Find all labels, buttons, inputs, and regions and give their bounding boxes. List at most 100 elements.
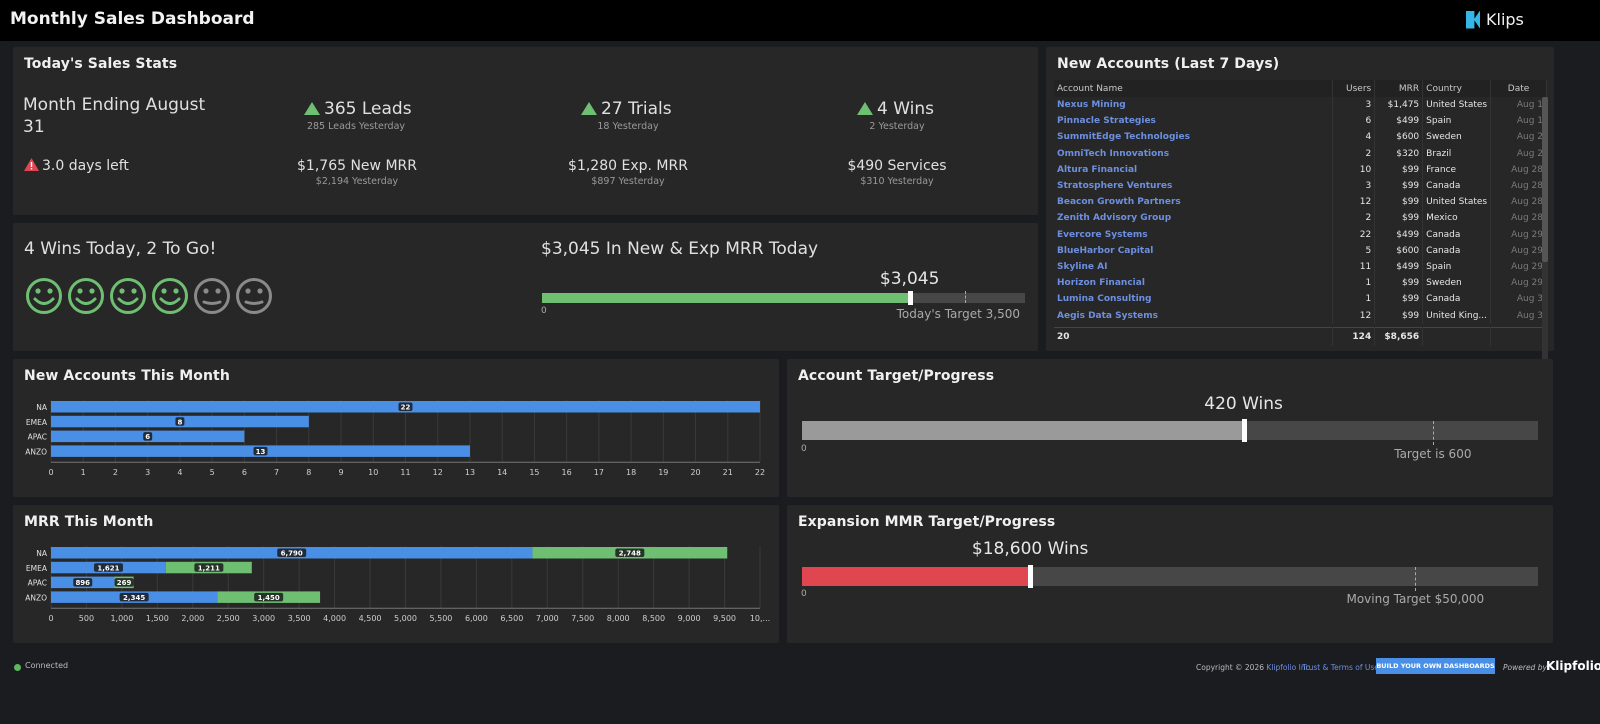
table-row[interactable]: Nexus Mining 3 $1,475 United States Aug 1 (1054, 97, 1547, 114)
brand-logo[interactable]: Klips (1466, 10, 1524, 29)
x-tick-label: 13 (465, 468, 475, 477)
x-tick-label: 4,500 (359, 614, 382, 623)
table-row[interactable]: Pinnacle Strategies 6 $499 Spain Aug 1 (1054, 113, 1547, 130)
services: $490 Services (847, 158, 947, 174)
data-label-bg (194, 563, 224, 572)
date-cell: Aug 2 (1490, 129, 1547, 146)
table-row[interactable]: Skyline AI 11 $499 Spain Aug 29 (1054, 258, 1547, 276)
account-name-cell[interactable]: Nexus Mining (1054, 97, 1334, 114)
table-row[interactable]: Aegis Data Systems 12 $99 United King... Aug… (1054, 307, 1547, 324)
x-tick-label: 0 (48, 614, 53, 623)
mrr-cell: $499 (1374, 258, 1424, 276)
table-row[interactable]: Stratosphere Ventures 3 $99 Canada Aug 28 (1054, 177, 1547, 195)
country-cell: France (1422, 161, 1492, 178)
data-label-bg (175, 417, 185, 426)
connected-status-icon (14, 664, 21, 671)
mrr-cell: $499 (1374, 113, 1424, 130)
date-cell: Aug 3 (1490, 307, 1547, 324)
services-yesterday: $310 Yesterday (860, 176, 934, 187)
scrollbar-thumb[interactable] (1542, 97, 1548, 262)
date-cell: Aug 1 (1490, 97, 1547, 114)
x-tick-label: 3 (145, 468, 150, 477)
happy-smiley-icon (151, 277, 189, 315)
table-row[interactable]: Evercore Systems 22 $499 Canada Aug 29 (1054, 226, 1547, 243)
happy-smiley-icon (25, 277, 63, 315)
new-mrr: $1,765 New MRR (297, 158, 417, 174)
klips-logo-icon (1466, 10, 1480, 29)
account-name-cell[interactable]: OmniTech Innovations (1054, 145, 1334, 162)
account-name-cell[interactable]: Aegis Data Systems (1054, 307, 1334, 324)
users-cell: 1 (1332, 291, 1376, 308)
panel-title: New Accounts This Month (24, 368, 230, 384)
users-cell: 5 (1332, 242, 1376, 259)
table-row[interactable]: Beacon Growth Partners 12 $99 United States… (1054, 194, 1547, 211)
x-tick-label: 4,000 (323, 614, 346, 623)
expansion-target-progress-fill (802, 567, 1031, 586)
total-cell (1422, 327, 1492, 346)
x-tick-label: 21 (723, 468, 733, 477)
wins-today-title: 4 Wins Today, 2 To Go! (24, 239, 217, 259)
column-header-account-name[interactable]: Account Name (1054, 80, 1334, 97)
table-row[interactable]: Horizon Financial 1 $99 Sweden Aug 29 (1054, 275, 1547, 292)
data-label-bg (114, 578, 134, 587)
account-name-cell[interactable]: Skyline AI (1054, 258, 1334, 276)
account-name-cell[interactable]: Beacon Growth Partners (1054, 194, 1334, 211)
x-tick-label: 2,500 (217, 614, 240, 623)
category-label: NA (36, 403, 48, 412)
x-tick-label: 18 (626, 468, 636, 477)
account-target-value: 420 Wins (1204, 394, 1283, 414)
data-label: 269 (117, 579, 132, 587)
table-row[interactable]: Zenith Advisory Group 2 $99 Mexico Aug 28 (1054, 210, 1547, 227)
category-label: EMEA (26, 418, 48, 427)
account-name-cell[interactable]: Pinnacle Strategies (1054, 113, 1334, 130)
x-tick-label: 3,500 (288, 614, 311, 623)
terms-link[interactable]: Trust & Terms of Use (1302, 663, 1379, 672)
x-tick-label: 6 (242, 468, 247, 477)
data-label: 2,748 (619, 550, 641, 558)
panel-title: Today's Sales Stats (24, 56, 178, 72)
date-cell: Aug 29 (1490, 242, 1547, 259)
account-name-cell[interactable]: Lumina Consulting (1054, 291, 1334, 308)
account-name-cell[interactable]: Evercore Systems (1054, 226, 1334, 243)
country-cell: Mexico (1422, 210, 1492, 227)
x-tick-label: 5,000 (394, 614, 417, 623)
date-cell: Aug 29 (1490, 226, 1547, 243)
account-target-label: Target is 600 (1394, 447, 1472, 461)
mrr-chart-panel: MRR This Month 0 500 1,000 1,500 2,000 2,500 3… (13, 505, 779, 643)
account-name-cell[interactable]: Zenith Advisory Group (1054, 210, 1334, 227)
x-tick-label: 14 (497, 468, 507, 477)
klipfolio-logo[interactable]: Klipfolio (1546, 659, 1600, 673)
column-header-date[interactable]: Date (1490, 80, 1547, 97)
mrr-cell: $99 (1374, 177, 1424, 195)
x-tick-label: 9 (338, 468, 343, 477)
footer: Connected Copyright © 2026 Klipfolio Inc… (0, 654, 1600, 684)
account-name-cell[interactable]: BlueHarbor Capital (1054, 242, 1334, 259)
x-tick-label: 7,500 (571, 614, 594, 623)
data-label: 22 (401, 404, 411, 412)
account-name-cell[interactable]: SummitEdge Technologies (1054, 129, 1334, 146)
column-header-users[interactable]: Users (1332, 80, 1376, 97)
account-name-cell[interactable]: Stratosphere Ventures (1054, 177, 1334, 195)
x-tick-label: 9,500 (713, 614, 736, 623)
column-header-country[interactable]: Country (1422, 80, 1492, 97)
account-target-progress-fill (802, 421, 1244, 440)
table-row[interactable]: SummitEdge Technologies 4 $600 Sweden Aug 2 (1054, 129, 1547, 146)
account-name-cell[interactable]: Altura Financial (1054, 161, 1334, 178)
users-cell: 1 (1332, 275, 1376, 292)
expansion-target-label: Moving Target $50,000 (1346, 592, 1485, 606)
build-dashboards-button[interactable]: BUILD YOUR OWN DASHBOARDS (1376, 658, 1495, 674)
powered-by: Powered by (1503, 663, 1547, 672)
table-row[interactable]: OmniTech Innovations 2 $320 Brazil Aug 2 (1054, 145, 1547, 162)
account-name-cell[interactable]: Horizon Financial (1054, 275, 1334, 292)
table-row[interactable]: Altura Financial 10 $99 France Aug 28 (1054, 161, 1547, 178)
users-cell: 3 (1332, 177, 1376, 195)
company-link[interactable]: Klipfolio Inc. (1266, 663, 1313, 672)
table-scrollbar[interactable] (1542, 97, 1548, 372)
column-header-mrr[interactable]: MRR (1374, 80, 1424, 97)
table-row[interactable]: Lumina Consulting 1 $99 Canada Aug 3 (1054, 291, 1547, 308)
dashboard-title: Monthly Sales Dashboard (10, 9, 255, 29)
country-cell: Spain (1422, 258, 1492, 276)
table-row[interactable]: BlueHarbor Capital 5 $600 Canada Aug 29 (1054, 242, 1547, 259)
x-tick-label: 1 (81, 468, 86, 477)
expansion-target-progress-bar (802, 565, 1538, 591)
